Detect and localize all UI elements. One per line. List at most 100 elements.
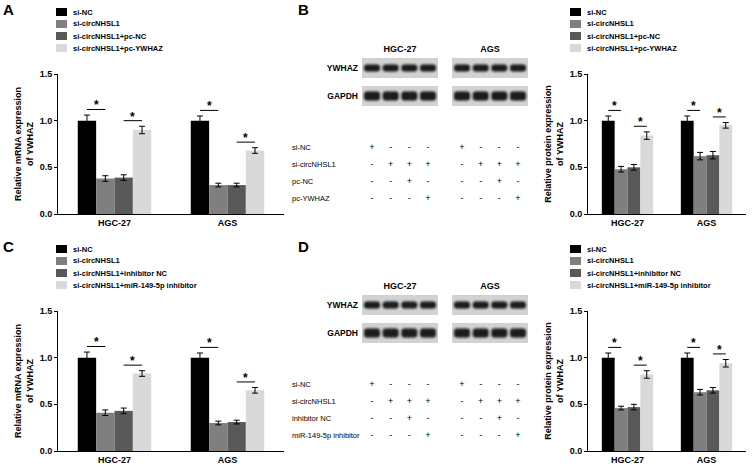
svg-text:-: -: [517, 176, 520, 186]
svg-text:+: +: [369, 142, 374, 152]
svg-text:0.0: 0.0: [40, 446, 53, 456]
svg-text:+: +: [388, 159, 393, 169]
svg-text:si-circNHSL1: si-circNHSL1: [292, 397, 336, 406]
svg-text:-: -: [427, 142, 430, 152]
svg-text:*: *: [130, 354, 135, 368]
svg-text:HGC-27: HGC-27: [611, 218, 644, 228]
svg-text:si-NC: si-NC: [73, 245, 93, 254]
svg-text:+: +: [515, 193, 520, 203]
svg-text:-: -: [479, 193, 482, 203]
svg-text:HGC-27: HGC-27: [611, 455, 644, 465]
svg-text:-: -: [371, 430, 374, 440]
svg-text:*: *: [612, 336, 617, 350]
svg-text:-: -: [517, 413, 520, 423]
svg-text:-: -: [408, 430, 411, 440]
svg-text:Relative protein expressionof: Relative protein expressionof YWHAZ: [543, 322, 565, 440]
svg-text:+: +: [478, 159, 483, 169]
svg-text:*: *: [638, 115, 643, 129]
svg-text:-: -: [498, 430, 501, 440]
svg-text:-: -: [479, 176, 482, 186]
svg-text:si-circNHSL1+pc-YWHAZ: si-circNHSL1+pc-YWHAZ: [73, 44, 163, 53]
svg-text:AGS: AGS: [697, 218, 717, 228]
svg-text:-: -: [479, 142, 482, 152]
svg-text:si-circNHSL1+miR-149-5p inhibi: si-circNHSL1+miR-149-5p inhibitor: [73, 281, 197, 290]
svg-text:HGC-27: HGC-27: [383, 44, 416, 54]
svg-text:*: *: [207, 336, 212, 350]
svg-text:Relative mRNA expressionof YWH: Relative mRNA expressionof YWHAZ: [13, 324, 35, 438]
svg-text:pc-YWHAZ: pc-YWHAZ: [292, 194, 330, 203]
svg-text:0.0: 0.0: [40, 209, 53, 219]
svg-text:si-NC: si-NC: [587, 8, 607, 17]
svg-text:si-circNHSL1: si-circNHSL1: [587, 19, 634, 28]
svg-text:*: *: [612, 99, 617, 113]
svg-text:si-circNHSL1+pc-YWHAZ: si-circNHSL1+pc-YWHAZ: [587, 44, 677, 53]
svg-text:si-NC: si-NC: [292, 143, 311, 152]
svg-text:0.0: 0.0: [570, 446, 583, 456]
svg-text:inhibitor NC: inhibitor NC: [292, 414, 332, 423]
svg-text:0.5: 0.5: [40, 399, 53, 409]
svg-text:-: -: [479, 413, 482, 423]
svg-text:-: -: [517, 379, 520, 389]
svg-text:*: *: [94, 335, 99, 349]
svg-text:-: -: [389, 379, 392, 389]
svg-text:*: *: [638, 354, 643, 368]
svg-text:*: *: [207, 99, 212, 113]
svg-text:0.5: 0.5: [570, 162, 583, 172]
svg-text:AGS: AGS: [480, 44, 500, 54]
svg-text:si-NC: si-NC: [292, 380, 311, 389]
svg-text:-: -: [461, 413, 464, 423]
svg-text:si-circNHSL1+pc-NC: si-circNHSL1+pc-NC: [587, 32, 661, 41]
svg-text:+: +: [515, 396, 520, 406]
svg-text:-: -: [479, 430, 482, 440]
svg-text:si-circNHSL1: si-circNHSL1: [587, 256, 634, 265]
svg-text:1.0: 1.0: [570, 353, 583, 363]
svg-text:1.5: 1.5: [570, 306, 583, 316]
svg-text:-: -: [408, 142, 411, 152]
svg-text:+: +: [515, 430, 520, 440]
svg-text:AGS: AGS: [218, 218, 238, 228]
svg-text:-: -: [389, 193, 392, 203]
svg-text:si-NC: si-NC: [587, 245, 607, 254]
svg-text:si-circNHSL1+miR-149-5p inhibi: si-circNHSL1+miR-149-5p inhibitor: [587, 281, 711, 290]
svg-text:*: *: [243, 371, 248, 385]
svg-text:+: +: [497, 413, 502, 423]
svg-text:miR-149-5p inhibitor: miR-149-5p inhibitor: [292, 431, 360, 440]
svg-text:+: +: [425, 396, 430, 406]
svg-text:-: -: [427, 176, 430, 186]
svg-text:*: *: [243, 131, 248, 145]
svg-text:HGC-27: HGC-27: [98, 455, 131, 465]
svg-text:1.0: 1.0: [40, 353, 53, 363]
svg-text:si-NC: si-NC: [73, 8, 93, 17]
svg-text:*: *: [94, 98, 99, 112]
svg-text:+: +: [407, 159, 412, 169]
svg-text:AGS: AGS: [697, 455, 717, 465]
svg-text:*: *: [130, 110, 135, 124]
svg-text:GAPDH: GAPDH: [327, 91, 358, 101]
svg-text:-: -: [408, 379, 411, 389]
svg-text:Relative mRNA expressionof YWH: Relative mRNA expressionof YWHAZ: [13, 87, 35, 201]
svg-text:+: +: [515, 159, 520, 169]
svg-text:-: -: [498, 142, 501, 152]
svg-text:AGS: AGS: [218, 455, 238, 465]
svg-text:-: -: [517, 142, 520, 152]
svg-text:*: *: [691, 336, 696, 350]
svg-text:*: *: [717, 106, 722, 120]
svg-text:+: +: [459, 142, 464, 152]
svg-text:si-circNHSL1+pc-NC: si-circNHSL1+pc-NC: [73, 32, 147, 41]
svg-text:-: -: [461, 159, 464, 169]
svg-text:+: +: [497, 159, 502, 169]
svg-text:-: -: [461, 396, 464, 406]
svg-text:-: -: [371, 193, 374, 203]
svg-text:YWHAZ: YWHAZ: [327, 63, 358, 73]
svg-text:+: +: [407, 396, 412, 406]
svg-text:+: +: [497, 396, 502, 406]
svg-text:Relative protein expressionof: Relative protein expressionof YWHAZ: [543, 85, 565, 203]
svg-text:*: *: [717, 343, 722, 357]
svg-text:+: +: [478, 396, 483, 406]
svg-text:-: -: [427, 413, 430, 423]
svg-text:+: +: [425, 430, 430, 440]
svg-text:-: -: [479, 379, 482, 389]
svg-text:-: -: [461, 430, 464, 440]
svg-text:si-circNHSL1: si-circNHSL1: [73, 256, 120, 265]
svg-text:1.0: 1.0: [40, 116, 53, 126]
